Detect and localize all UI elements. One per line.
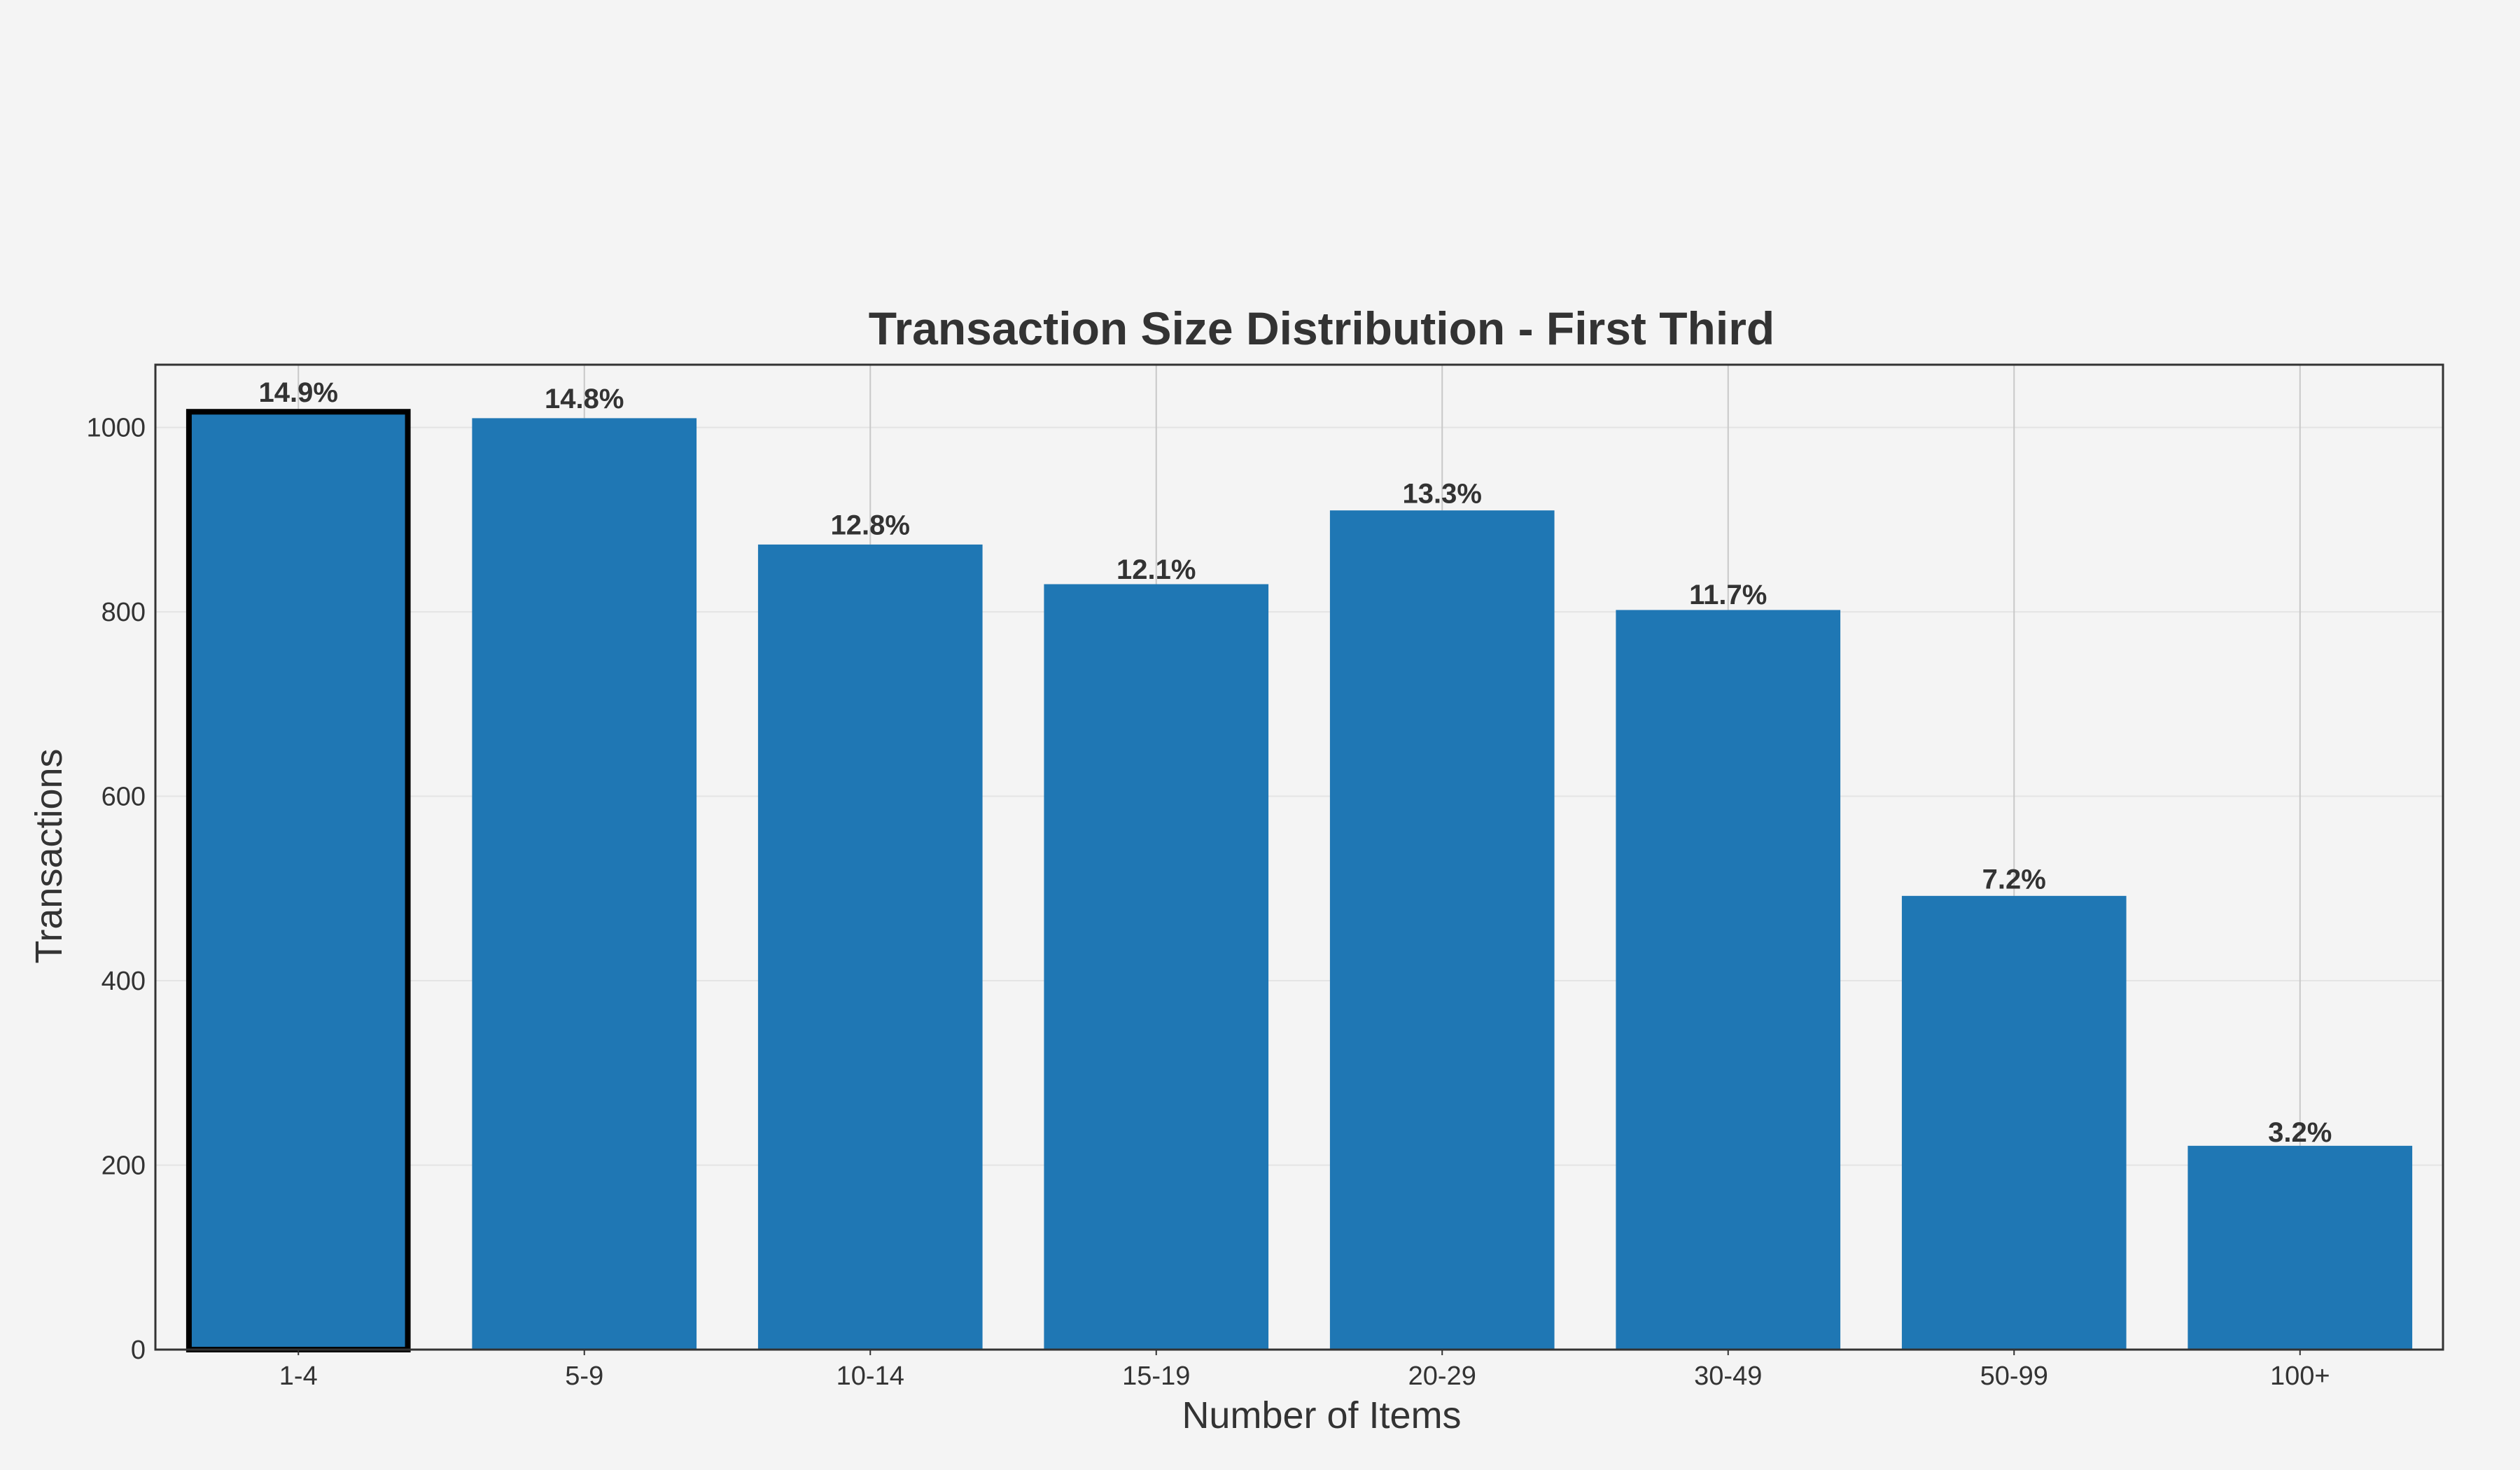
plot-frame	[154, 363, 2444, 1351]
bar-100	[2188, 1145, 2413, 1350]
x-axis-ticks: 1-4 5-9 10-14 15-19 20-29 30-49 50-99 100+	[279, 1350, 2330, 1391]
percent-label-8: 3.2%	[2268, 1117, 2332, 1148]
x-tick-label-3: 10-14	[836, 1362, 904, 1391]
leader-lines	[298, 365, 2301, 1146]
bar-1-4	[186, 409, 411, 1352]
x-tick-label-1: 1-4	[279, 1362, 318, 1391]
percent-label-5: 13.3%	[1403, 478, 1482, 509]
x-tick-label-6: 30-49	[1694, 1362, 1762, 1391]
x-tick-label-8: 100+	[2270, 1362, 2330, 1391]
bar-5-9	[472, 418, 697, 1350]
y-tick-label-200: 200	[102, 1152, 146, 1181]
y-tick-label-0: 0	[131, 1336, 146, 1365]
bar-50-99	[1901, 895, 2127, 1350]
x-tick-label-4: 15-19	[1122, 1362, 1190, 1391]
percent-label-1: 14.9%	[259, 377, 338, 408]
y-tick-label-1000: 1000	[86, 414, 146, 443]
bar-30-49	[1616, 610, 1841, 1350]
x-tick-label-2: 5-9	[565, 1362, 603, 1391]
percent-label-3: 12.8%	[831, 510, 910, 541]
percent-label-2: 14.8%	[545, 384, 624, 414]
x-tick-label-5: 20-29	[1408, 1362, 1476, 1391]
bar-15-19	[1044, 584, 1269, 1350]
percent-label-4: 12.1%	[1116, 554, 1196, 585]
chart-title: Transaction Size Distribution - First Th…	[869, 302, 1774, 354]
y-tick-label-800: 800	[102, 598, 146, 627]
y-tick-label-400: 400	[102, 967, 146, 996]
x-axis-title: Number of Items	[1182, 1394, 1461, 1436]
bars	[186, 409, 2413, 1352]
y-axis-title: Transactions	[28, 748, 70, 963]
data-labels: 14.9% 14.8% 12.8% 12.1% 13.3% 11.7% 7.2% 3.2%	[259, 377, 2332, 1148]
y-tick-label-600: 600	[102, 783, 146, 812]
y-axis-ticks: 0 200 400 600 800 1000	[86, 414, 146, 1365]
bar-20-29	[1329, 510, 1555, 1350]
bar-10-14	[757, 544, 983, 1350]
percent-label-6: 11.7%	[1689, 580, 1767, 610]
x-tick-label-7: 50-99	[1980, 1362, 2048, 1391]
percent-label-7: 7.2%	[1982, 864, 2046, 895]
